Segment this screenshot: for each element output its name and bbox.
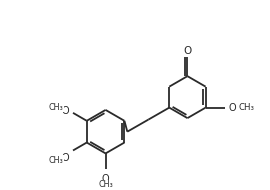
Text: O: O — [102, 174, 109, 184]
Text: CH₃: CH₃ — [239, 103, 255, 112]
Text: O: O — [183, 46, 192, 56]
Text: O: O — [228, 103, 236, 113]
Text: O: O — [61, 106, 69, 116]
Text: CH₃: CH₃ — [98, 180, 113, 189]
Text: CH₃: CH₃ — [49, 103, 64, 112]
Text: CH₃: CH₃ — [49, 156, 64, 165]
Text: O: O — [61, 153, 69, 163]
